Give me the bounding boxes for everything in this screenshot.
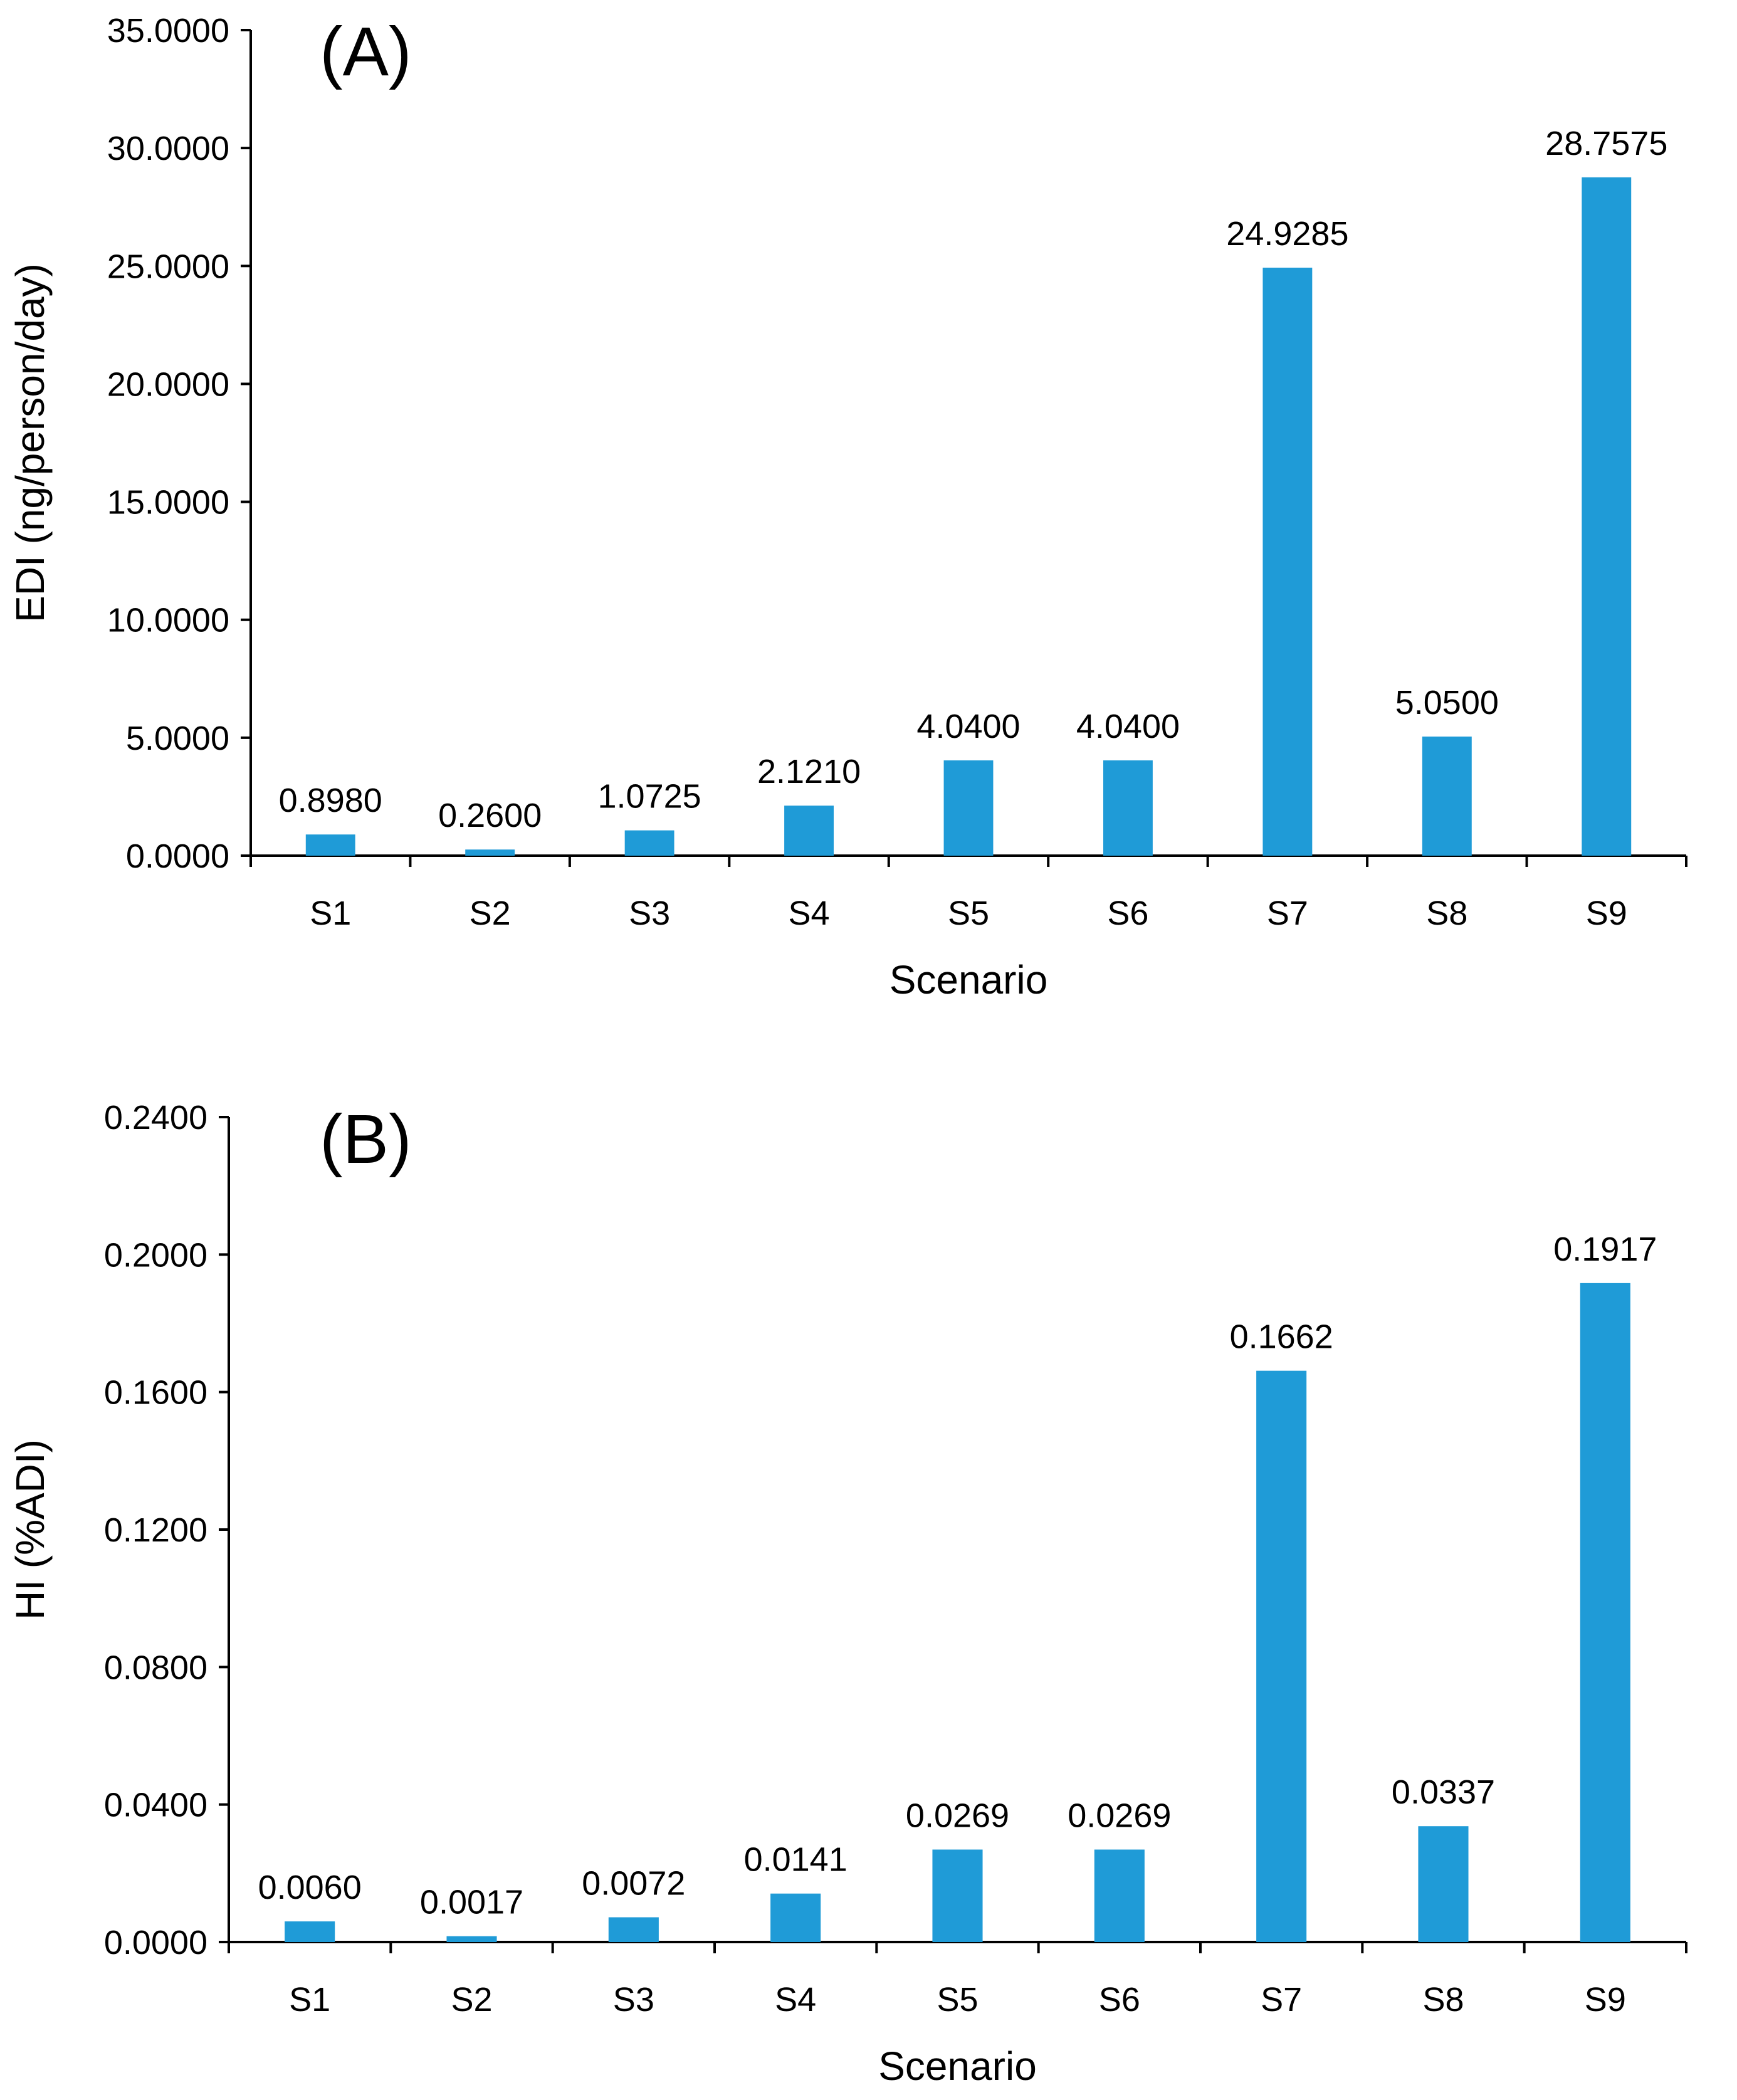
- data-label-b-s1: 0.0060: [258, 1869, 362, 1906]
- y-axis-title-a: EDI (ng/person/day): [8, 263, 53, 622]
- data-label-a-s1: 0.8980: [279, 782, 382, 819]
- bar-a-s9: [1582, 177, 1632, 856]
- category-label-a-s1: S1: [310, 895, 351, 932]
- bar-a-s1: [305, 834, 355, 856]
- data-label-a-s6: 4.0400: [1076, 708, 1180, 745]
- y-tick-label-b: 0.0800: [104, 1649, 207, 1686]
- category-label-a-s7: S7: [1267, 895, 1308, 932]
- category-label-a-s3: S3: [629, 895, 670, 932]
- category-label-a-s9: S9: [1586, 895, 1627, 932]
- category-label-a-s8: S8: [1426, 895, 1467, 932]
- y-tick-label-a: 5.0000: [126, 720, 229, 757]
- y-tick-label-b: 0.1200: [104, 1511, 207, 1549]
- y-tick-label-b: 0.0400: [104, 1787, 207, 1824]
- bar-b-s3: [608, 1917, 659, 1942]
- y-tick-label-a: 0.0000: [126, 837, 229, 875]
- bar-b-s1: [285, 1921, 335, 1942]
- data-label-a-s8: 5.0500: [1395, 684, 1499, 722]
- y-tick-label-b: 0.2000: [104, 1236, 207, 1274]
- bar-a-s6: [1103, 760, 1153, 856]
- bar-b-s6: [1094, 1849, 1145, 1942]
- data-label-a-s7: 24.9285: [1226, 215, 1348, 253]
- bar-b-s9: [1580, 1283, 1630, 1942]
- category-label-a-s6: S6: [1107, 895, 1148, 932]
- y-tick-label-a: 25.0000: [107, 248, 229, 285]
- chart-panel-a: 0.0000 5.0000 10.0000 15.0000 20.0000 25.0000…: [8, 12, 1687, 1002]
- x-axis-title-b: Scenario: [878, 2044, 1037, 2089]
- y-tick-label-b: 0.1600: [104, 1374, 207, 1412]
- bar-a-s7: [1262, 267, 1313, 856]
- bar-b-s2: [446, 1936, 497, 1942]
- chart-panel-b: 0.0000 0.0400 0.0800 0.1200 0.1600 0.2000 0.24…: [8, 1099, 1687, 2089]
- y-tick-label-b: 0.0000: [104, 1924, 207, 1961]
- category-label-b-s3: S3: [613, 1981, 654, 2019]
- y-axis-title-b: HI (%ADI): [8, 1439, 53, 1620]
- category-label-b-s2: S2: [451, 1981, 492, 2019]
- bar-b-s8: [1418, 1826, 1469, 1942]
- bar-b-s4: [770, 1893, 821, 1942]
- data-label-a-s2: 0.2600: [438, 797, 542, 834]
- bar-a-s2: [465, 849, 515, 856]
- bar-b-s7: [1256, 1370, 1307, 1942]
- bar-a-s3: [624, 830, 674, 856]
- category-label-b-s5: S5: [937, 1981, 978, 2019]
- category-label-a-s2: S2: [470, 895, 511, 932]
- bar-a-s4: [784, 806, 834, 856]
- data-label-a-s4: 2.1210: [757, 753, 861, 790]
- panel-label-b: (B): [320, 1101, 412, 1178]
- category-label-b-s9: S9: [1585, 1981, 1626, 2019]
- data-label-b-s6: 0.0269: [1068, 1797, 1171, 1834]
- y-tick-label-a: 20.0000: [107, 365, 229, 403]
- category-label-a-s5: S5: [948, 895, 989, 932]
- data-label-b-s2: 0.0017: [420, 1884, 523, 1921]
- data-label-a-s9: 28.7575: [1545, 125, 1667, 162]
- data-label-a-s3: 1.0725: [598, 778, 701, 816]
- y-tick-label-a: 10.0000: [107, 602, 229, 639]
- data-label-b-s8: 0.0337: [1392, 1773, 1495, 1811]
- data-label-a-s5: 4.0400: [916, 708, 1020, 745]
- category-label-b-s7: S7: [1261, 1981, 1302, 2019]
- y-tick-label-b: 0.2400: [104, 1099, 207, 1137]
- category-label-b-s1: S1: [289, 1981, 330, 2019]
- bar-b-s5: [932, 1849, 983, 1942]
- panel-label-a: (A): [320, 13, 412, 90]
- data-label-b-s9: 0.1917: [1553, 1231, 1657, 1268]
- data-label-b-s3: 0.0072: [582, 1865, 685, 1903]
- category-label-b-s8: S8: [1422, 1981, 1464, 2019]
- y-tick-label-a: 30.0000: [107, 130, 229, 167]
- category-label-a-s4: S4: [789, 895, 830, 932]
- category-label-b-s4: S4: [775, 1981, 816, 2019]
- data-label-b-s4: 0.0141: [744, 1841, 848, 1879]
- data-label-b-s7: 0.1662: [1230, 1318, 1333, 1356]
- bar-a-s8: [1422, 736, 1472, 856]
- category-label-b-s6: S6: [1099, 1981, 1140, 2019]
- data-label-b-s5: 0.0269: [906, 1797, 1009, 1834]
- y-tick-label-a: 35.0000: [107, 12, 229, 50]
- x-axis-title-a: Scenario: [889, 957, 1048, 1002]
- bar-a-s5: [943, 760, 994, 856]
- y-tick-label-a: 15.0000: [107, 484, 229, 522]
